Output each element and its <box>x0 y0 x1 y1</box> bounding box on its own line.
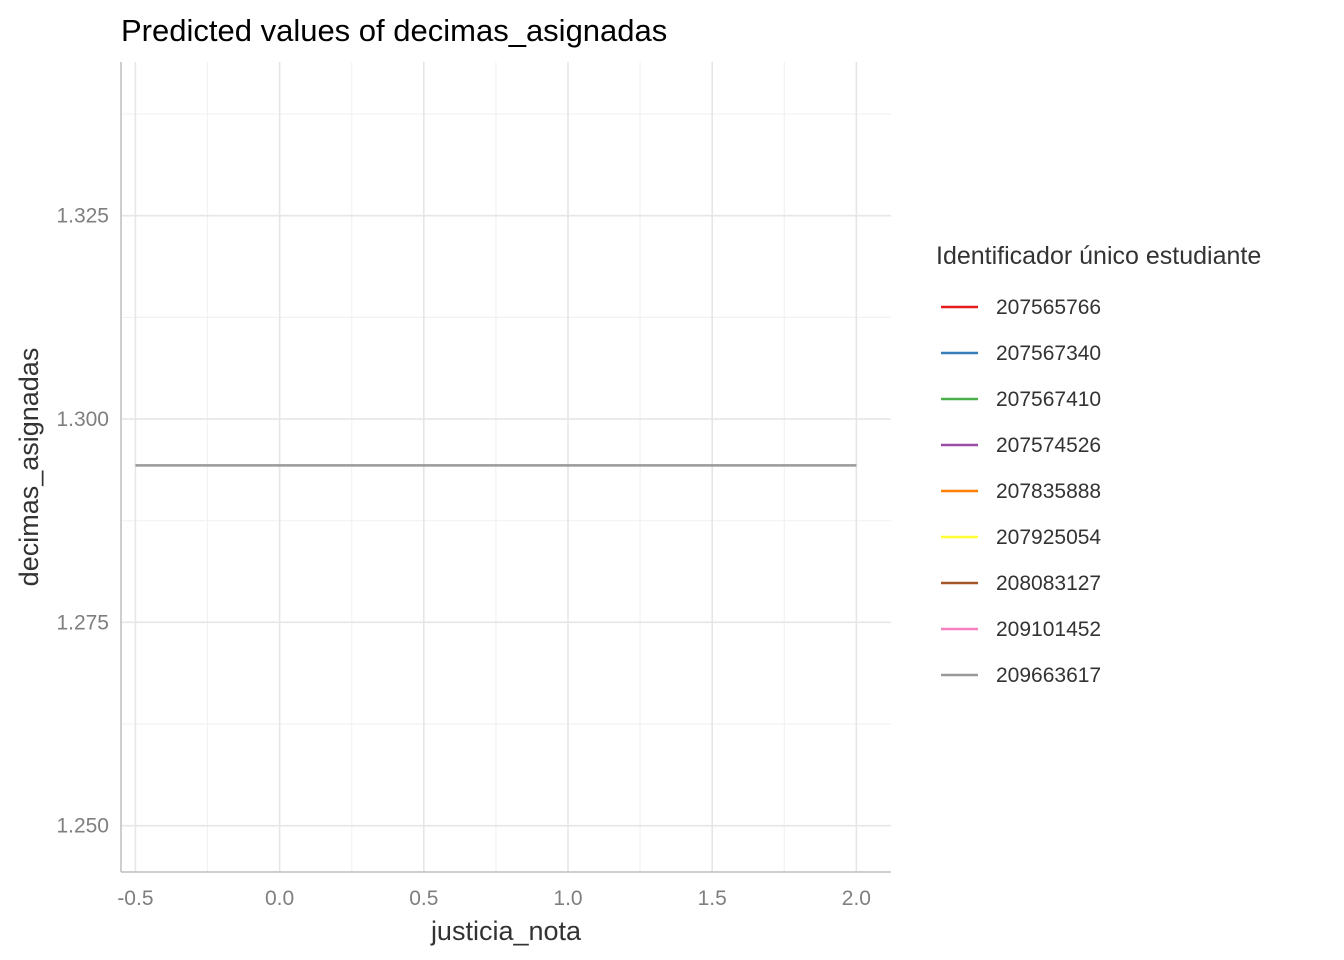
x-axis-title: justicia_nota <box>430 916 582 946</box>
major-gridlines <box>121 62 891 872</box>
legend-label: 208083127 <box>996 572 1101 595</box>
legend-item: 207835888 <box>941 480 1101 503</box>
legend-item: 207567340 <box>941 342 1101 365</box>
legend-item: 207925054 <box>941 526 1101 549</box>
y-axis-title: decimas_asignadas <box>14 348 44 587</box>
y-tick-label: 1.250 <box>56 815 109 838</box>
legend-label: 207565766 <box>996 296 1101 319</box>
y-tick-label: 1.325 <box>56 205 109 228</box>
x-tick-label: 0.0 <box>265 887 294 910</box>
legend-label: 207574526 <box>996 434 1101 457</box>
legend-item: 209663617 <box>941 664 1101 687</box>
legend-label: 209663617 <box>996 664 1101 687</box>
x-tick-label: -0.5 <box>117 887 153 910</box>
legend-item: 209101452 <box>941 618 1101 641</box>
legend-label: 207925054 <box>996 526 1101 549</box>
y-tick-label: 1.300 <box>56 408 109 431</box>
legend-item: 208083127 <box>941 572 1101 595</box>
x-tick-label: 1.0 <box>553 887 582 910</box>
legend-label: 209101452 <box>996 618 1101 641</box>
legend-title: Identificador único estudiante <box>936 242 1261 270</box>
legend-item: 207567410 <box>941 388 1101 411</box>
y-tick-label: 1.275 <box>56 611 109 634</box>
legend-label: 207567340 <box>996 342 1101 365</box>
legend-label: 207835888 <box>996 480 1101 503</box>
x-tick-label: 1.5 <box>698 887 727 910</box>
x-tick-labels: -0.5 0.0 0.5 1.0 1.5 2.0 <box>117 887 871 910</box>
x-tick-label: 2.0 <box>842 887 871 910</box>
legend-label: 207567410 <box>996 388 1101 411</box>
legend-item: 207565766 <box>941 296 1101 319</box>
x-tick-label: 0.5 <box>409 887 438 910</box>
minor-gridlines <box>121 62 891 872</box>
y-tick-labels: 1.250 1.275 1.300 1.325 <box>56 205 109 838</box>
legend-item: 207574526 <box>941 434 1101 457</box>
chart-title: Predicted values of decimas_asignadas <box>121 13 667 48</box>
legend: 207565766 207567340 207567410 207574526 2078… <box>941 296 1101 687</box>
